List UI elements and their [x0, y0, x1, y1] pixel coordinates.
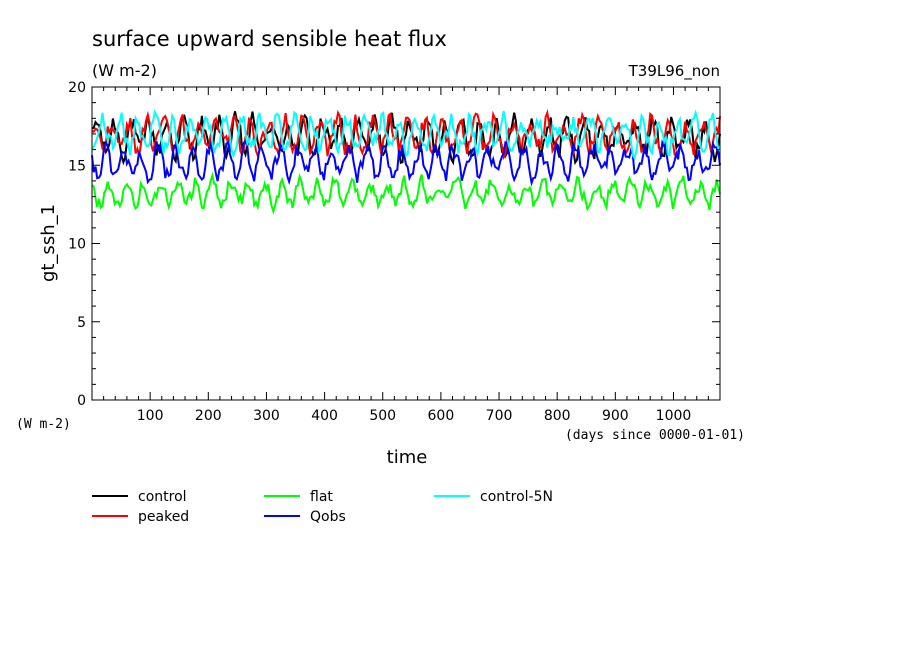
x-tick-label: 800 — [544, 408, 571, 424]
legend-label-control-5n: control-5N — [480, 489, 553, 505]
y-tick-label: 20 — [68, 80, 86, 96]
x-tick-label: 400 — [311, 408, 338, 424]
series-line-peaked — [91, 109, 721, 161]
run-label: T39L96_non — [628, 62, 720, 81]
x-tick-label: 1000 — [656, 408, 692, 424]
legend: control peaked flat Qobs control-5N — [92, 489, 553, 525]
x-units-label: (days since 0000-01-01) — [565, 428, 745, 443]
legend-label-flat: flat — [310, 489, 333, 505]
y-tick-label: 0 — [77, 393, 86, 409]
plot-lines — [91, 109, 721, 215]
x-tick-label: 700 — [486, 408, 513, 424]
axes: 100 200 300 400 500 600 700 800 900 1000 0 5 10 15 20 — [68, 80, 721, 424]
y-axis-label: gt_ssh_1 — [38, 204, 59, 282]
x-tick-label: 200 — [195, 408, 222, 424]
legend-label-peaked: peaked — [138, 509, 189, 525]
series-line-flat — [91, 171, 721, 215]
chart-subtitle: (W m-2) — [92, 61, 157, 80]
x-tick-label: 600 — [428, 408, 455, 424]
y-tick-label: 15 — [68, 158, 86, 174]
y-tick-label: 10 — [68, 237, 86, 253]
x-tick-label: 900 — [602, 408, 629, 424]
x-tick-label: 100 — [137, 408, 164, 424]
legend-label-control: control — [138, 489, 187, 505]
x-axis-label: time — [387, 447, 428, 468]
series-line-qobs — [91, 139, 721, 187]
legend-label-qobs: Qobs — [310, 509, 346, 525]
x-tick-label: 500 — [369, 408, 396, 424]
y-units-label: (W m-2) — [16, 417, 71, 432]
y-tick-label: 5 — [77, 315, 86, 331]
chart-title: surface upward sensible heat flux — [92, 27, 447, 51]
series-line-control-5n — [91, 109, 721, 161]
x-tick-label: 300 — [253, 408, 280, 424]
